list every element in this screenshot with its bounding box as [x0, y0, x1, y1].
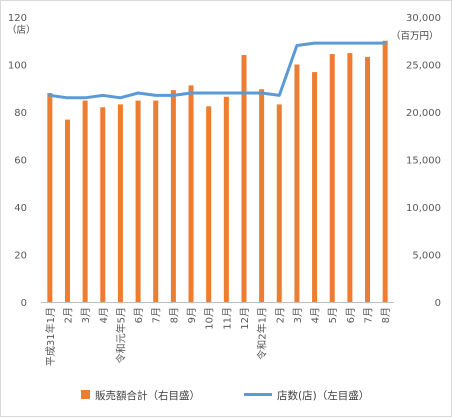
bar: [64, 119, 70, 302]
left-axis-tick-label: 100: [8, 61, 27, 72]
left-axis-tick-label: 60: [14, 156, 27, 167]
bar: [241, 55, 247, 302]
right-axis-tick-label: 30,000: [406, 13, 441, 24]
x-axis-tick-label: 3月: [80, 307, 92, 323]
x-axis-tick-label: 5月: [327, 307, 339, 323]
bar: [188, 85, 194, 303]
x-axis-tick-label: 7月: [151, 307, 163, 323]
bar: [206, 106, 212, 302]
right-axis-ticks: 0 5,000 10,000 15,000 20,000 25,000 30,000: [406, 13, 441, 309]
legend: 販売額合計（右目盛） 店数(店)（左目盛）: [81, 389, 369, 402]
x-axis-tick-label: 令和元年5月: [114, 307, 127, 363]
bar: [117, 104, 123, 303]
bar: [276, 104, 282, 303]
left-axis-tick-label: 80: [14, 108, 27, 119]
x-axis-tick-label: 9月: [186, 307, 198, 323]
x-axis-tick-label: 8月: [168, 307, 180, 323]
line-series: [48, 41, 387, 100]
left-axis-tick-label: 20: [14, 251, 27, 262]
right-axis-tick-label: 25,000: [406, 61, 441, 72]
bar: [347, 53, 353, 302]
bar: [365, 56, 371, 303]
bar: [312, 72, 318, 302]
store-count-line: [48, 41, 387, 100]
bar: [329, 54, 335, 302]
x-axis-tick-label: 6月: [345, 307, 357, 323]
right-axis-tick-label: 20,000: [406, 108, 441, 119]
bar: [82, 100, 88, 302]
x-axis-labels: 平成31年1月 2月 3月 4月 令和元年5月 6月 7月 8月 9月 10月 11月 12月 令和2年…: [44, 307, 392, 366]
x-axis-tick-label: 4月: [310, 307, 322, 323]
bar: [153, 100, 159, 302]
left-axis-unit: （店）: [7, 24, 36, 36]
left-axis-tick-label: 120: [8, 13, 27, 24]
x-axis-tick-label: 11月: [221, 307, 233, 330]
left-axis-ticks: 0 20 40 60 80 100 120: [8, 13, 27, 309]
x-axis-tick-label: 6月: [133, 307, 145, 323]
x-axis-tick-label: 3月: [292, 307, 304, 323]
bar: [47, 93, 53, 302]
legend-bar-label: 販売額合計（右目盛）: [95, 389, 200, 402]
right-axis-tick-label: 5,000: [412, 251, 441, 262]
x-axis-tick-label: 12月: [239, 307, 251, 330]
bar: [100, 107, 106, 302]
bar: [294, 64, 300, 302]
left-axis-tick-label: 0: [21, 298, 27, 309]
x-axis-tick-label: 10月: [204, 307, 216, 330]
right-axis-tick-label: 0: [435, 298, 441, 309]
x-axis-tick-label: 令和2年1月: [256, 307, 269, 360]
bar-series: [47, 40, 388, 303]
legend-bar-swatch: [81, 390, 90, 399]
x-axis-tick-label: 平成31年1月: [44, 307, 57, 366]
x-axis-tick-label: 2月: [62, 307, 74, 323]
bar: [259, 89, 265, 302]
x-axis-tick-label: 7月: [363, 307, 375, 323]
x-axis-tick-label: 2月: [274, 307, 286, 323]
right-axis-tick-label: 10,000: [406, 203, 441, 214]
bar: [223, 96, 229, 302]
right-axis-unit: （百万円）: [391, 30, 439, 42]
legend-line-label: 店数(店)（左目盛）: [277, 389, 369, 402]
left-axis-tick-label: 40: [14, 203, 27, 214]
right-axis-tick-label: 15,000: [406, 156, 441, 167]
bar: [382, 40, 388, 302]
x-axis-tick-label: 8月: [380, 307, 392, 323]
bar: [135, 100, 141, 302]
bar: [170, 90, 176, 303]
x-axis-tick-label: 4月: [98, 307, 110, 323]
